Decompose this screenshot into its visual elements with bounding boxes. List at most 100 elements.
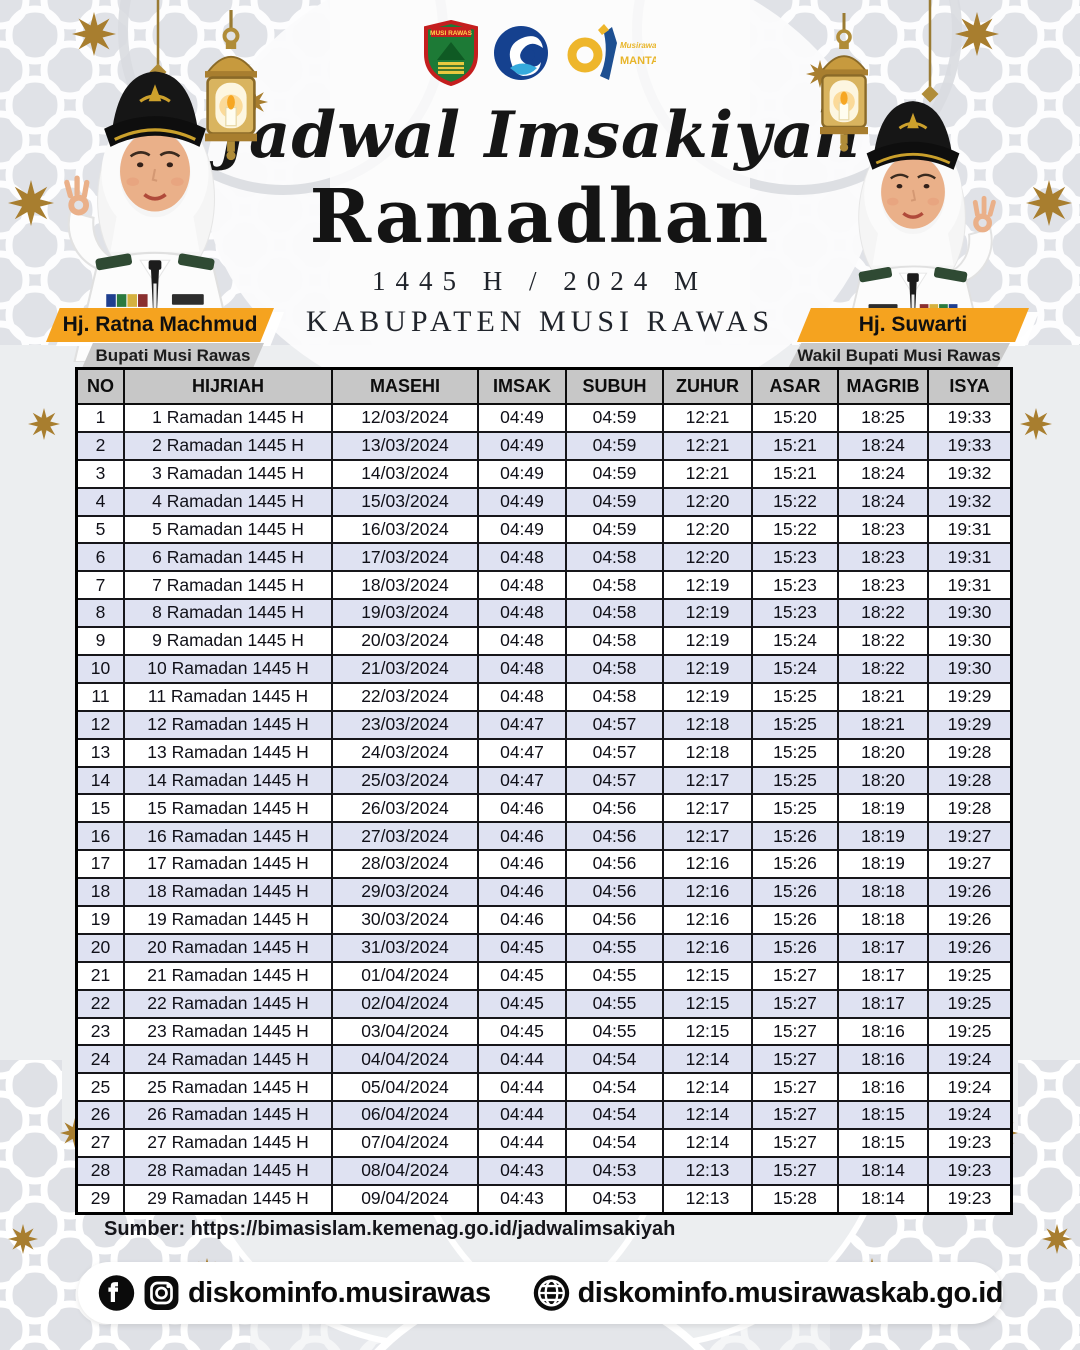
table-cell: 25 Ramadan 1445 H	[123, 1072, 333, 1103]
table-cell: 19:31	[927, 570, 1013, 601]
table-cell: 04:53	[565, 1183, 664, 1215]
table-cell: 18:16	[837, 1072, 929, 1103]
table-cell: 19:25	[927, 1016, 1013, 1047]
poster-title-script: Jadwal Imsakiyah	[217, 98, 863, 173]
instagram-icon	[144, 1276, 179, 1310]
table-cell: 24 Ramadan 1445 H	[123, 1044, 333, 1075]
table-cell: 12:14	[662, 1072, 753, 1103]
table-cell: 2	[75, 430, 125, 461]
table-cell: 18:19	[837, 793, 929, 824]
table-cell: 12:15	[662, 1016, 753, 1047]
table-cell: 19 Ramadan 1445 H	[123, 905, 333, 935]
table-cell: 18:17	[837, 988, 929, 1019]
table-cell: 27	[75, 1128, 125, 1159]
table-cell: 04:48	[477, 681, 567, 712]
table-cell: 04:55	[565, 960, 664, 991]
table-cell: 18:16	[837, 1016, 929, 1047]
table-cell: 12/03/2024	[331, 403, 479, 433]
table-cell: 15:27	[751, 1100, 839, 1131]
table-cell: 12:19	[662, 570, 753, 601]
table-cell: 9	[75, 626, 125, 657]
globe-icon	[533, 1275, 569, 1311]
year-line: 1445 H / 2024 M	[371, 266, 708, 296]
table-cell: 21 Ramadan 1445 H	[123, 960, 333, 991]
table-cell: 02/04/2024	[331, 988, 479, 1019]
table-cell: 04:57	[565, 737, 664, 768]
table-cell: 26 Ramadan 1445 H	[123, 1100, 333, 1131]
table-cell: 19:27	[927, 849, 1013, 880]
table-cell: 18:24	[837, 486, 929, 517]
kominfo-logo	[494, 26, 548, 80]
table-cell: 20/03/2024	[331, 626, 479, 657]
table-cell: 04:44	[477, 1100, 567, 1131]
table-cell: 15:24	[751, 654, 839, 684]
table-cell: 04:44	[477, 1128, 567, 1159]
table-cell: 18:24	[837, 458, 929, 489]
table-cell: 18:23	[837, 570, 929, 601]
table-cell: 18:15	[837, 1100, 929, 1131]
column-header: ASAR	[751, 367, 839, 405]
table-cell: 19:29	[927, 709, 1013, 740]
table-cell: 04:56	[565, 793, 664, 824]
table-cell: 27/03/2024	[331, 821, 479, 852]
table-cell: 21	[75, 960, 125, 991]
table-cell: 28/03/2024	[331, 849, 479, 880]
table-cell: 04:46	[477, 793, 567, 824]
table-cell: 19:31	[927, 514, 1013, 545]
table-cell: 27 Ramadan 1445 H	[123, 1128, 333, 1159]
table-cell: 18:22	[837, 654, 929, 684]
table-cell: 15:27	[751, 960, 839, 991]
table-cell: 22	[75, 988, 125, 1019]
table-row: 10 10 Ramadan 1445 H 21/03/2024 04:48 04:58 1…	[75, 654, 1013, 684]
table-cell: 23 Ramadan 1445 H	[123, 1016, 333, 1047]
table-cell: 04:45	[477, 960, 567, 991]
table-cell: 15:27	[751, 1072, 839, 1103]
table-cell: 18:15	[837, 1128, 929, 1159]
table-cell: 24	[75, 1044, 125, 1075]
left-official-name-banner: Hj. Ratna Machmud	[46, 308, 274, 342]
table-cell: 12:14	[662, 1100, 753, 1131]
table-cell: 18:17	[837, 960, 929, 991]
table-cell: 04:47	[477, 737, 567, 768]
table-cell: 04:59	[565, 486, 664, 517]
right-official-role-banner: Wakil Bupati Musi Rawas	[788, 343, 1010, 368]
table-cell: 28	[75, 1156, 125, 1186]
table-cell: 15:28	[751, 1183, 839, 1215]
table-cell: 12:19	[662, 654, 753, 684]
header-row: NO HIJRIAH MASEHI IMSAK SUBUH ZUHUR ASAR MAGRIB…	[75, 367, 1013, 405]
table-cell: 04:54	[565, 1044, 664, 1075]
table-row: 23 23 Ramadan 1445 H 03/04/2024 04:45 04:55 1…	[75, 1016, 1013, 1047]
table-cell: 04:44	[477, 1044, 567, 1075]
table-cell: 11	[75, 681, 125, 712]
table-cell: 12:19	[662, 681, 753, 712]
table-cell: 23	[75, 1016, 125, 1047]
table-cell: 5	[75, 514, 125, 545]
table-cell: 10	[75, 654, 125, 684]
crest-label: MUSI RAWAS	[430, 30, 473, 37]
table-cell: 19:23	[927, 1128, 1013, 1159]
table-cell: 04:57	[565, 765, 664, 796]
table-cell: 6 Ramadan 1445 H	[123, 542, 333, 573]
table-cell: 15:23	[751, 542, 839, 573]
table-cell: 17/03/2024	[331, 542, 479, 573]
table-cell: 04:48	[477, 570, 567, 601]
table-cell: 09/04/2024	[331, 1183, 479, 1215]
table-cell: 19:26	[927, 877, 1013, 908]
table-cell: 04:49	[477, 514, 567, 545]
table-row: 16 16 Ramadan 1445 H 27/03/2024 04:46 04:56 1…	[75, 821, 1013, 852]
table-row: 26 26 Ramadan 1445 H 06/04/2024 04:44 04:54 1…	[75, 1100, 1013, 1131]
table-cell: 1	[75, 403, 125, 433]
table-cell: 12:16	[662, 905, 753, 935]
table-cell: 10 Ramadan 1445 H	[123, 654, 333, 684]
column-header: IMSAK	[477, 367, 567, 405]
table-cell: 16 Ramadan 1445 H	[123, 821, 333, 852]
website-text: diskominfo.musirawaskab.go.id	[577, 1276, 1004, 1309]
table-cell: 24/03/2024	[331, 737, 479, 768]
table-cell: 18:20	[837, 765, 929, 796]
table-row: 20 20 Ramadan 1445 H 31/03/2024 04:45 04:55 1…	[75, 932, 1013, 963]
table-cell: 04:59	[565, 514, 664, 545]
table-cell: 04:49	[477, 458, 567, 489]
